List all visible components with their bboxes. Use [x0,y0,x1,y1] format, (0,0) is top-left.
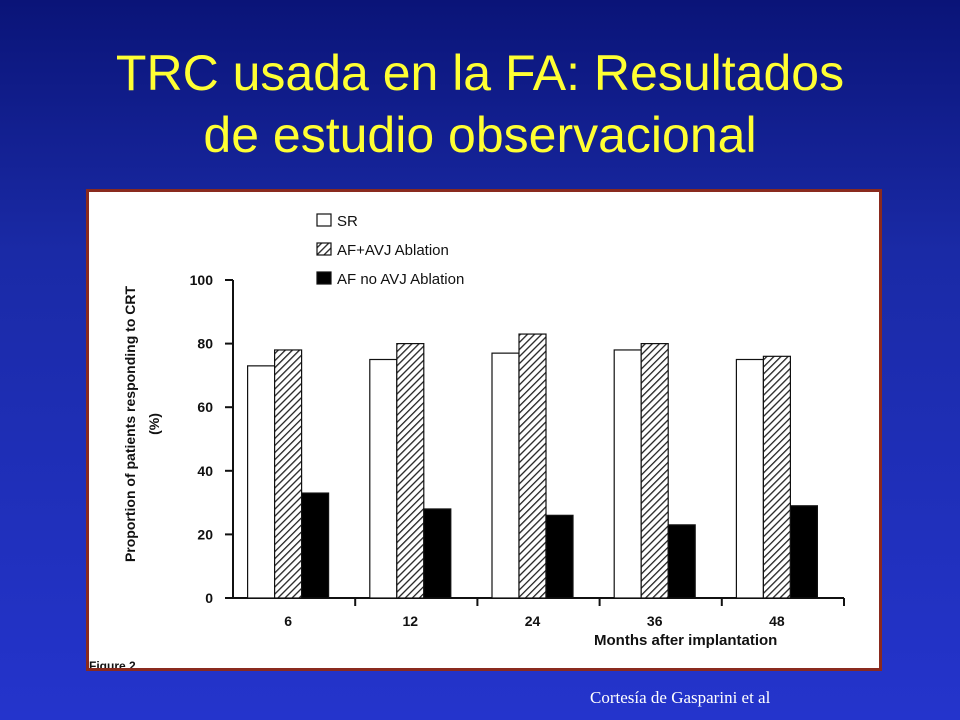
credit-note: Cortesía de Gasparini et al [590,688,771,707]
slide-title-line-2: de estudio observacional [203,107,757,163]
figure-label: Figure 2 [89,659,136,668]
y-tick-label: 80 [197,336,213,352]
bar-af-no-avj-ablation-24 [545,514,574,599]
bar-sr-24 [491,352,520,599]
bar-af-no-avj-ablation-6 [301,492,330,599]
slide-title-line-1: TRC usada en la FA: Resultados [115,45,845,101]
y-tick-label: 20 [197,526,213,542]
legend-swatch [316,271,332,285]
bar-sr-48 [735,358,765,599]
x-tick-label: 24 [525,613,541,629]
bar-af-avj-ablation-48 [762,355,792,599]
slide-title: TRC usada en la FA: Resultados de estudi… [0,42,960,166]
y-axis-label: Proportion of patients responding to CRT [122,286,138,563]
bar-af-no-avj-ablation-12 [423,508,452,599]
x-tick-label: 12 [403,613,419,629]
bar-sr-12 [369,358,398,599]
legend-swatch [316,242,332,256]
legend-swatch [316,213,332,227]
chart-bars [247,333,819,599]
x-tick-label: 6 [284,613,292,629]
chart-axes: 0 20 40 60 80 100 6 12 24 36 48 [190,272,845,629]
bar-af-no-avj-ablation-36 [667,524,696,599]
y-tick-label: 0 [205,590,213,606]
x-axis-label: Months after implantation [594,632,777,649]
x-tick-label: 36 [647,613,663,629]
legend-label: AF+AVJ Ablation [337,242,449,259]
bar-af-avj-ablation-36 [640,343,669,599]
figure-frame: SR AF+AVJ Ablation AF no AVJ Ablation 0 20 4… [86,189,882,671]
bar-chart: SR AF+AVJ Ablation AF no AVJ Ablation 0 20 4… [89,213,845,668]
bar-af-avj-ablation-12 [396,343,425,599]
legend-label: SR [337,213,358,230]
bar-af-avj-ablation-6 [274,349,303,599]
bar-sr-6 [247,365,276,599]
y-axis-unit-label: (%) [146,413,162,435]
legend-label: AF no AVJ Ablation [337,271,464,288]
y-tick-label: 100 [190,272,214,288]
chart-legend: SR AF+AVJ Ablation AF no AVJ Ablation [316,213,464,288]
y-tick-label: 40 [197,463,213,479]
bar-af-no-avj-ablation-48 [789,505,819,599]
bar-af-avj-ablation-24 [518,333,547,599]
y-tick-label: 60 [197,399,213,415]
x-tick-label: 48 [769,613,785,629]
bar-sr-36 [613,349,642,599]
